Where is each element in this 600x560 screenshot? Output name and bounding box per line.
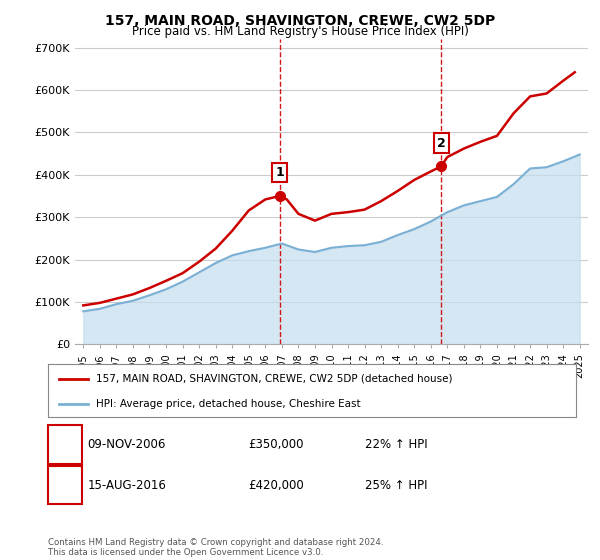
Text: Price paid vs. HM Land Registry's House Price Index (HPI): Price paid vs. HM Land Registry's House … (131, 25, 469, 38)
Text: 1: 1 (61, 438, 70, 451)
Text: 25% ↑ HPI: 25% ↑ HPI (365, 479, 427, 492)
Text: £420,000: £420,000 (248, 479, 304, 492)
Text: 09-NOV-2006: 09-NOV-2006 (88, 438, 166, 451)
Text: Contains HM Land Registry data © Crown copyright and database right 2024.
This d: Contains HM Land Registry data © Crown c… (48, 538, 383, 557)
Text: 15-AUG-2016: 15-AUG-2016 (88, 479, 166, 492)
Text: 2: 2 (437, 137, 445, 150)
Text: 1: 1 (275, 166, 284, 179)
Text: 22% ↑ HPI: 22% ↑ HPI (365, 438, 427, 451)
FancyBboxPatch shape (48, 426, 82, 464)
Text: 157, MAIN ROAD, SHAVINGTON, CREWE, CW2 5DP (detached house): 157, MAIN ROAD, SHAVINGTON, CREWE, CW2 5… (95, 374, 452, 384)
Text: 2: 2 (61, 479, 70, 492)
Text: 157, MAIN ROAD, SHAVINGTON, CREWE, CW2 5DP: 157, MAIN ROAD, SHAVINGTON, CREWE, CW2 5… (105, 14, 495, 28)
Text: HPI: Average price, detached house, Cheshire East: HPI: Average price, detached house, Ches… (95, 399, 360, 409)
Text: £350,000: £350,000 (248, 438, 304, 451)
FancyBboxPatch shape (48, 466, 82, 505)
